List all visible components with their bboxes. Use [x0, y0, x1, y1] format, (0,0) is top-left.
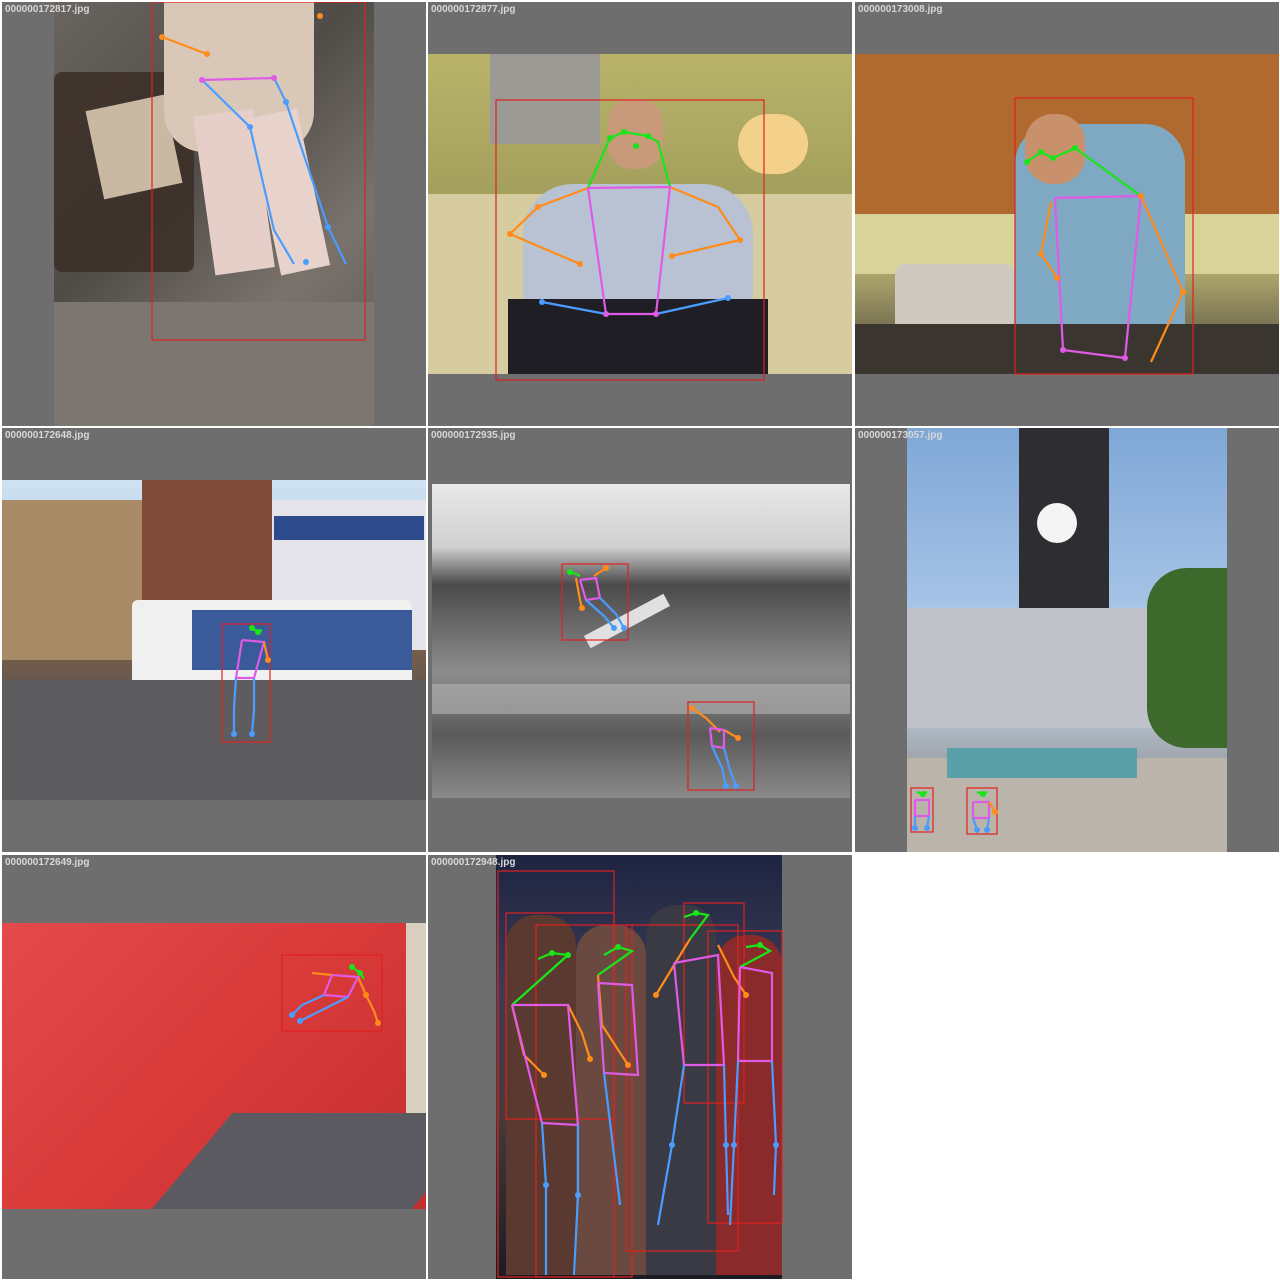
pose-overlay [221, 623, 271, 743]
pose-overlay [151, 2, 366, 341]
grid-cell-1: 000000172817.jpg [2, 2, 426, 426]
photo-bw-waterski [432, 484, 850, 798]
pose-overlay [910, 787, 998, 835]
pose-overlay [495, 99, 765, 381]
pose-overlay [281, 954, 383, 1032]
photo-street-truck [2, 480, 426, 800]
filename-caption: 000000172948.jpg [431, 857, 516, 868]
filename-caption: 000000172817.jpg [5, 4, 90, 15]
filename-caption: 000000173008.jpg [858, 4, 943, 15]
pose-overlay [497, 870, 783, 1278]
pose-overlay [1014, 97, 1194, 375]
photo-man-in-kitchen [855, 54, 1279, 374]
filename-caption: 000000172935.jpg [431, 430, 516, 441]
photo-woman-on-curb [54, 2, 374, 426]
grid-cell-8: 000000172948.jpg [428, 855, 852, 1279]
filename-caption: 000000173057.jpg [858, 430, 943, 441]
filename-caption: 000000172649.jpg [5, 857, 90, 868]
filename-caption: 000000172877.jpg [431, 4, 516, 15]
photo-man-in-armchair [428, 54, 852, 374]
filename-caption: 000000172648.jpg [5, 430, 90, 441]
grid-cell-4: 000000172648.jpg [2, 428, 426, 852]
grid-cell-2: 000000172877.jpg [428, 2, 852, 426]
grid-cell-7: 000000172649.jpg [2, 855, 426, 1279]
pose-overlay [561, 563, 755, 791]
grid-cell-6: 000000173057.jpg [855, 428, 1279, 852]
photo-clock-tower [907, 428, 1227, 852]
grid-cell-3: 000000173008.jpg [855, 2, 1279, 426]
grid-cell-5: 000000172935.jpg [428, 428, 852, 852]
